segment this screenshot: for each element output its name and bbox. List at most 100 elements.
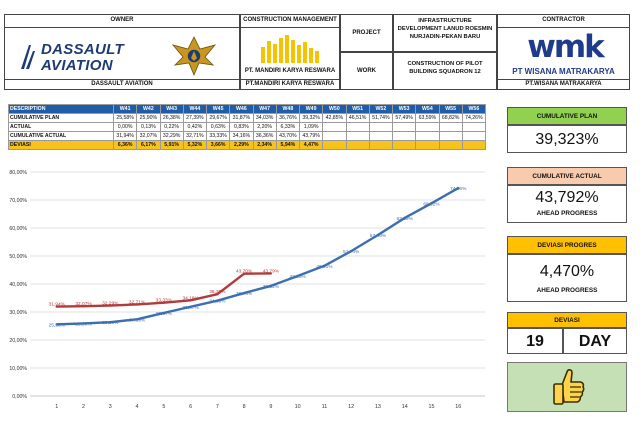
x-tick-label: 13 (375, 404, 381, 410)
table-cell: 32,07% (136, 131, 161, 141)
dassault-logo: DASSAULT AVIATION (19, 39, 144, 77)
table-cell: 2,20% (252, 122, 277, 132)
deviasi-unit-box: DAY (563, 328, 627, 354)
deviasi-label-box: DEVIASI (507, 312, 627, 328)
actual-data-label: 34,16% (182, 295, 199, 301)
table-cell: 0,63% (205, 122, 231, 132)
week-header: W56 (461, 104, 487, 114)
x-tick-label: 2 (82, 404, 85, 410)
plan-data-label: 51,74% (343, 249, 360, 255)
row-label: CUMULATIVE ACTUAL (8, 131, 114, 141)
deviasi-label: DEVIASI (554, 317, 580, 324)
table-cell (438, 140, 463, 150)
table-cell: 4,47% (298, 140, 324, 150)
actual-data-point (242, 272, 246, 275)
plan-data-label: 57,49% (370, 233, 387, 239)
week-header: W46 (229, 104, 254, 114)
actual-data-label: 36,36% (209, 289, 226, 295)
plan-data-point (430, 202, 433, 205)
table-cell: 6,36% (112, 140, 138, 150)
actual-label-box: CUMULATIVE ACTUAL (507, 167, 627, 185)
week-header: W44 (182, 104, 208, 114)
table-cell: 32,71% (182, 131, 208, 141)
actual-sub: AHEAD PROGRESS (536, 210, 598, 217)
actual-data-label: 32,07% (75, 301, 92, 307)
actual-data-point (162, 301, 166, 304)
project-label-box: PROJECT (340, 14, 393, 52)
plan-data-label: 25,90% (75, 321, 92, 327)
plan-data-label: 68,82% (423, 201, 440, 207)
y-tick-label: 80,00% (9, 170, 27, 176)
plan-series-line (56, 187, 459, 326)
actual-value-box: 43,792% AHEAD PROGRESS (507, 185, 627, 223)
work-value: CONSTRUCTION OF PILOT BUILDING SQUADRON … (407, 61, 483, 75)
table-cell (322, 140, 347, 150)
plan-data-point (162, 311, 166, 315)
plan-data-label: 46,51% (316, 264, 333, 270)
table-cell (345, 140, 370, 150)
table-cell: 57,49% (391, 113, 417, 123)
dev-sub: AHEAD PROGRESS (536, 287, 598, 294)
dev-value-box: 4,470% AHEAD PROGRESS (507, 254, 627, 302)
contractor-title: CONTRACTOR (498, 15, 629, 28)
plan-data-point (349, 249, 353, 253)
y-tick-label: 60,00% (9, 226, 27, 232)
x-tick-label: 7 (216, 404, 219, 410)
table-cell: 46,51% (345, 113, 370, 123)
table-cell: 36,76% (275, 113, 301, 123)
table-cell: 0,22% (159, 122, 184, 132)
actual-data-label: 32,71% (129, 299, 146, 305)
actual-row: ACTUAL 0,00% 0,13% 0,22% 0,42% 0,63% 0,83% 2,20… (8, 122, 487, 132)
table-cell (391, 131, 417, 141)
x-tick-label: 3 (109, 404, 112, 410)
table-cell (438, 122, 463, 132)
actual-data-point (55, 305, 58, 308)
week-header: W41 (112, 104, 138, 114)
x-tick-label: 9 (269, 404, 272, 410)
table-cell (391, 122, 417, 132)
table-cell: 34,03% (252, 113, 277, 123)
table-cell: 0,42% (182, 122, 208, 132)
project-value: INFRASTRUCTURE DEVELOPMENT LANUD ROESMIN… (397, 18, 493, 40)
x-tick-label: 15 (428, 404, 434, 410)
project-label: PROJECT (352, 30, 381, 36)
table-cell: 31,87% (229, 113, 254, 123)
table-cell (368, 131, 394, 141)
table-cell (391, 140, 417, 150)
plan-data-point (323, 264, 326, 267)
y-tick-label: 70,00% (9, 198, 27, 204)
table-cell (345, 122, 370, 132)
actual-data-label: 31,94% (49, 302, 66, 308)
plan-value: 39,323% (507, 125, 627, 153)
table-cell (345, 131, 370, 141)
air-force-emblem (169, 31, 219, 79)
table-cell: 6,33% (275, 122, 301, 132)
work-label: WORK (357, 68, 376, 74)
table-cell: 74,26% (461, 113, 487, 123)
cm-box: CONSTRUCTION MANAGEMENT PT. MANDIRI KARY… (240, 14, 340, 90)
week-header: W50 (322, 104, 347, 114)
table-cell: 27,39% (182, 113, 208, 123)
plan-data-label: 42,85% (290, 274, 307, 280)
mandiri-logo (259, 35, 323, 63)
week-header: W47 (252, 104, 277, 114)
dev-label: DEVIASI PROGRES (537, 242, 597, 249)
plan-data-label: 29,67% (156, 311, 173, 317)
thumbs-up-box (507, 362, 627, 412)
table-cell: 5,32% (182, 140, 208, 150)
work-label-box: WORK (340, 52, 393, 90)
plan-data-label: 34,03% (209, 299, 226, 305)
table-cell: 0,13% (136, 122, 161, 132)
plan-data-point (403, 216, 406, 220)
x-tick-label: 14 (402, 404, 408, 410)
table-cell: 0,00% (112, 122, 138, 132)
table-cell (461, 140, 487, 150)
table-cell: 36,36% (252, 131, 277, 141)
desc-header: DESCRIPTION (8, 104, 114, 114)
table-cell (415, 131, 440, 141)
table-cell: 43,70% (275, 131, 301, 141)
actual-data-point (82, 305, 85, 308)
table-cell: 63,59% (415, 113, 440, 123)
actual-data-point (109, 304, 112, 307)
plan-data-point (135, 318, 139, 321)
